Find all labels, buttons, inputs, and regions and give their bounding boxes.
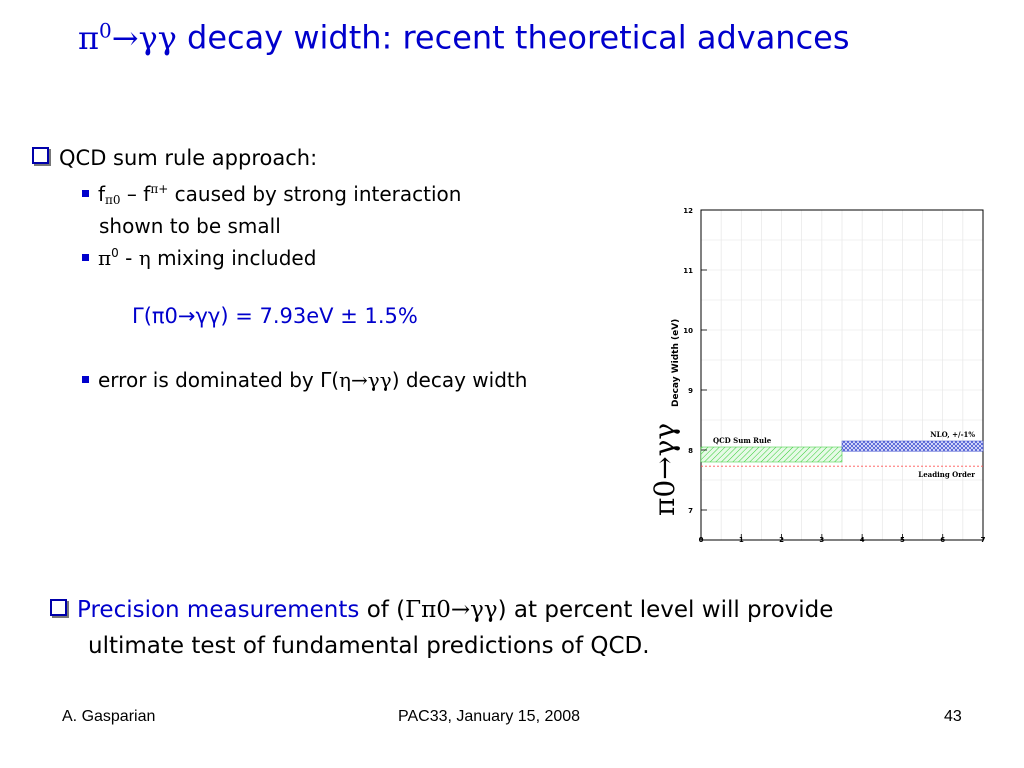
band-label-0: QCD Sum Rule <box>713 436 772 445</box>
checkbox-bullet-icon <box>32 147 49 164</box>
x-tick-label: 4 <box>860 536 865 544</box>
title-text: decay width: recent theoretical advances <box>176 18 850 57</box>
title-symbol: π0→γγ <box>78 18 177 57</box>
square-bullet-icon <box>82 254 89 261</box>
conclusion-line-1: Precision measurements of (Γπ0→γγ) at pe… <box>50 592 833 628</box>
footer-page-number: 43 <box>944 708 962 725</box>
sub-bullet-1: fπ0 – fπ+ caused by strong interaction <box>82 182 461 207</box>
x-tick-label: 3 <box>819 536 824 544</box>
conclusion: Precision measurements of (Γπ0→γγ) at pe… <box>50 592 833 664</box>
band-label-1: NLO, +/-1% <box>930 430 975 439</box>
y-tick-label: 12 <box>683 207 693 215</box>
x-tick-label: 5 <box>900 536 905 544</box>
bullet-main: QCD sum rule approach: <box>32 146 317 170</box>
y-tick-label: 11 <box>683 267 693 275</box>
conclusion-line-2: ultimate test of fundamental predictions… <box>88 633 650 659</box>
checkbox-bullet-icon <box>50 599 67 616</box>
chart-frame <box>700 209 984 541</box>
reference-line-label-0: Leading Order <box>918 470 975 479</box>
footer-event: PAC33, January 15, 2008 <box>398 708 581 725</box>
y-tick-label: 8 <box>688 447 693 455</box>
square-bullet-icon <box>82 376 89 383</box>
slide-title: π0→γγ decay width: recent theoretical ad… <box>78 18 978 57</box>
x-tick-label: 6 <box>940 536 945 544</box>
y-tick-label: 9 <box>688 387 693 395</box>
square-bullet-icon <box>82 190 89 197</box>
x-tick-label: 0 <box>699 536 704 544</box>
footer-author: A. Gasparian <box>62 708 156 725</box>
y-tick-label: 7 <box>688 507 693 515</box>
y-tick-label: 10 <box>683 327 693 335</box>
band-0 <box>700 446 843 463</box>
x-tick-label: 2 <box>779 536 784 544</box>
x-tick-label: 1 <box>739 536 744 544</box>
chart-grid <box>700 209 984 540</box>
sub-bullet-2: π0 - η mixing included <box>82 246 316 270</box>
result-formula: Γ(π0→γγ) = 7.93eV ± 1.5% <box>132 304 418 328</box>
sub-bullet-3: error is dominated by Γ(η→γγ) decay widt… <box>82 368 527 392</box>
sub-bullet-1-continued: shown to be small <box>99 214 281 238</box>
y-axis-symbol-label: π0→γγ <box>648 423 681 516</box>
band-1 <box>841 440 984 452</box>
y-axis-label: Decay Width (eV) <box>671 319 681 407</box>
x-tick-label: 7 <box>981 536 986 544</box>
